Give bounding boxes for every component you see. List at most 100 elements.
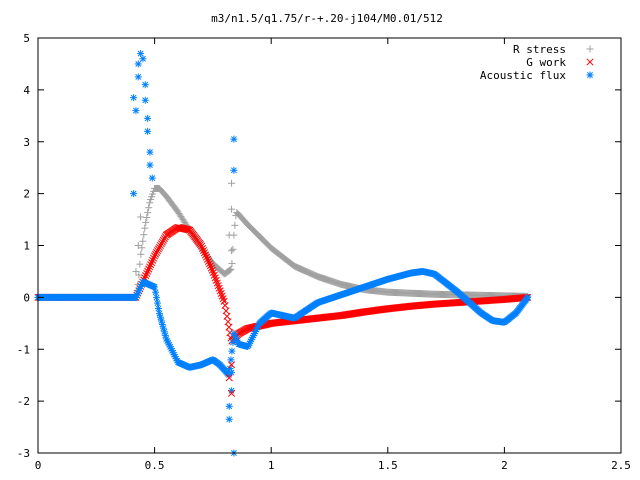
data-point bbox=[141, 224, 149, 232]
data-point bbox=[230, 135, 238, 143]
data-point bbox=[132, 267, 140, 275]
data-point bbox=[143, 214, 151, 222]
data-point bbox=[228, 179, 236, 187]
data-point bbox=[151, 283, 159, 291]
data-point bbox=[231, 221, 239, 229]
data-point bbox=[137, 250, 145, 258]
data-point bbox=[160, 328, 168, 336]
data-point bbox=[208, 266, 216, 274]
data-point bbox=[142, 218, 150, 226]
data-point bbox=[134, 73, 142, 81]
data-point bbox=[161, 331, 169, 339]
data-point bbox=[206, 262, 214, 270]
data-point bbox=[148, 174, 156, 182]
data-point bbox=[198, 242, 206, 250]
data-point bbox=[225, 323, 233, 331]
data-point bbox=[150, 254, 158, 262]
data-point bbox=[155, 243, 164, 251]
data-point bbox=[140, 231, 148, 239]
data-point bbox=[204, 257, 212, 266]
data-point bbox=[146, 199, 154, 207]
data-point bbox=[144, 267, 152, 275]
data-point bbox=[200, 249, 209, 257]
chart-title: m3/n1.5/q1.75/r-+.20-j104/M0.01/512 bbox=[211, 12, 443, 25]
data-point bbox=[146, 148, 154, 156]
data-point bbox=[144, 127, 152, 135]
legend-label: G work bbox=[526, 56, 566, 69]
series-extra-3 bbox=[132, 179, 236, 275]
y-tick-label: 0 bbox=[23, 291, 30, 304]
data-point bbox=[228, 259, 236, 267]
legend-marker bbox=[586, 58, 594, 66]
data-point bbox=[158, 238, 166, 246]
data-point bbox=[141, 81, 149, 89]
series-acoustic-flux bbox=[34, 50, 532, 457]
data-point bbox=[207, 264, 215, 272]
data-point bbox=[225, 374, 233, 382]
data-point bbox=[156, 313, 164, 321]
data-point bbox=[224, 318, 232, 326]
data-point bbox=[136, 260, 144, 268]
data-point bbox=[152, 248, 161, 257]
legend-marker bbox=[586, 71, 594, 79]
data-point bbox=[153, 294, 161, 302]
data-point bbox=[153, 247, 162, 255]
data-point bbox=[230, 166, 238, 174]
data-point bbox=[228, 247, 236, 255]
data-point bbox=[139, 237, 147, 245]
data-point bbox=[145, 265, 153, 273]
y-tick-label: 5 bbox=[23, 32, 30, 45]
data-point bbox=[141, 96, 149, 104]
data-point bbox=[147, 261, 155, 269]
data-point bbox=[146, 263, 154, 271]
data-point bbox=[150, 252, 159, 260]
data-point bbox=[202, 253, 211, 261]
data-point bbox=[130, 190, 138, 198]
x-tick-label: 2.5 bbox=[611, 459, 631, 472]
data-point bbox=[205, 260, 213, 268]
data-point bbox=[154, 245, 163, 253]
data-point bbox=[227, 356, 235, 364]
data-point bbox=[138, 244, 146, 252]
data-point bbox=[228, 205, 236, 213]
data-point bbox=[221, 301, 229, 309]
x-tick-label: 0.5 bbox=[145, 459, 165, 472]
data-point bbox=[223, 312, 231, 320]
data-point bbox=[227, 265, 235, 273]
y-tick-label: 3 bbox=[23, 136, 30, 149]
data-point bbox=[225, 231, 233, 239]
data-point bbox=[159, 236, 167, 244]
data-point bbox=[203, 255, 211, 263]
x-tick-label: 2 bbox=[501, 459, 508, 472]
data-point bbox=[153, 299, 161, 307]
y-tick-label: -1 bbox=[17, 343, 30, 356]
data-point bbox=[148, 258, 156, 267]
legend-label: R stress bbox=[513, 43, 566, 56]
data-point bbox=[228, 389, 236, 397]
data-point bbox=[142, 272, 150, 280]
y-tick-label: 1 bbox=[23, 240, 30, 253]
data-point bbox=[130, 94, 138, 102]
data-point bbox=[225, 415, 233, 423]
data-point bbox=[135, 271, 143, 279]
data-point bbox=[199, 247, 208, 255]
data-point bbox=[144, 209, 152, 217]
x-tick-label: 1.5 bbox=[378, 459, 398, 472]
data-point bbox=[220, 297, 228, 305]
data-point bbox=[524, 293, 532, 301]
data-point bbox=[146, 161, 154, 169]
y-tick-label: -3 bbox=[17, 447, 30, 460]
data-point bbox=[228, 347, 236, 355]
data-point bbox=[144, 114, 152, 122]
data-point bbox=[143, 269, 151, 277]
data-point bbox=[222, 307, 230, 315]
plot-area bbox=[34, 50, 532, 457]
series-extra-4 bbox=[225, 361, 236, 397]
data-point bbox=[198, 244, 207, 252]
x-tick-label: 1 bbox=[268, 459, 275, 472]
y-tick-label: -2 bbox=[17, 395, 30, 408]
data-point bbox=[137, 213, 145, 221]
